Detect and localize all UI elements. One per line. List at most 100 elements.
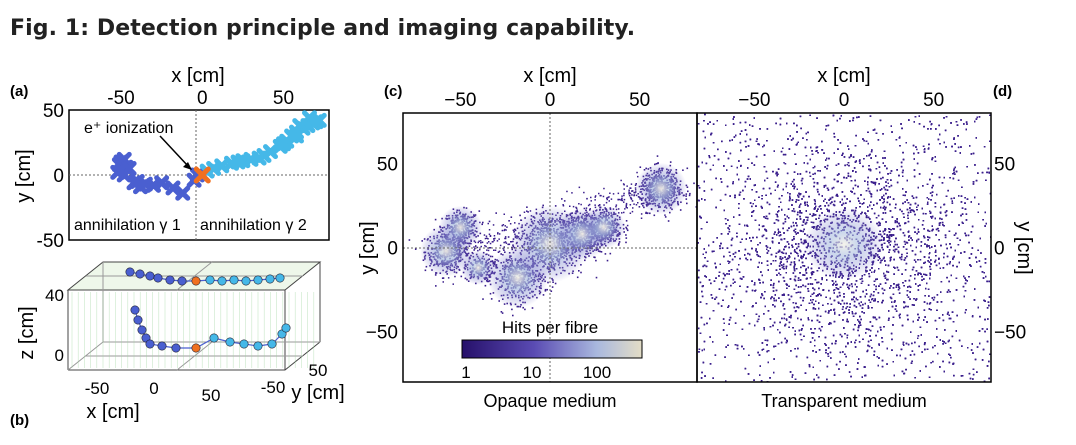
panel-c-hit (488, 229, 491, 231)
panel-c-hit (603, 187, 605, 190)
panel-c-hit (501, 312, 504, 314)
panel-b-hit-marker (229, 275, 239, 285)
panel-c-hit (636, 171, 638, 174)
panel-c-hit (630, 183, 633, 185)
panel-b-ylabel: y [cm] (291, 382, 344, 404)
panel-c-hit (685, 195, 687, 197)
panel-c-xtick: 0 (545, 90, 556, 111)
panel-d-hit (1011, 257, 1013, 259)
panel-b-ztick-40: 40 (45, 286, 64, 305)
panel-c-hit (504, 228, 506, 231)
panel-b-hit-marker (133, 315, 143, 325)
panel-c-hit (618, 242, 620, 245)
panel-c-hit (492, 241, 494, 243)
panel-c-hit (632, 190, 634, 192)
panel-c-hit (510, 241, 512, 243)
panel-c-hit (594, 195, 597, 197)
panel-c-hit (625, 234, 627, 236)
panel-c-hit (562, 205, 565, 207)
panel-d-label: (d) (993, 83, 1012, 100)
panel-c-hit (621, 199, 624, 202)
panel-a-vertex-marker (193, 166, 211, 184)
panel-c-hit (606, 198, 608, 201)
panel-c-hit (625, 237, 628, 239)
panel-c-hit (625, 202, 628, 205)
panel-a-hit-marker (154, 175, 170, 191)
panel-c-hit (527, 211, 529, 213)
panel-c-xtick: 50 (629, 90, 650, 111)
panel-c-hit (478, 210, 481, 212)
panel-c-cluster-glow (461, 250, 496, 285)
panel-c-hit (497, 232, 499, 234)
panel-c-hit (576, 276, 579, 279)
panel-c-hit (621, 212, 623, 214)
panel-c-hit (598, 192, 600, 195)
panel-c-hit (512, 229, 515, 231)
panel-c-hit (562, 204, 564, 206)
panel-b-ztick-0: 0 (55, 346, 64, 365)
panel-c-hit (640, 213, 643, 215)
panel-c-hit (487, 222, 489, 225)
panel-c-hit (578, 270, 580, 272)
panel-c-hit (578, 186, 581, 189)
panel-c-ytick: −50 (366, 323, 398, 344)
panel-c-hit (625, 205, 627, 207)
panel-c-hit (628, 193, 630, 195)
panel-c-ytick: 50 (377, 154, 398, 175)
panel-d-hit (916, 148, 918, 151)
panel-c-hit (503, 213, 505, 215)
panel-c-caption: Opaque medium (483, 391, 616, 411)
panel-b-hit-marker (171, 343, 181, 353)
panel-c-hit (633, 194, 635, 197)
panel-c-hit (507, 236, 510, 238)
panel-c-hit (590, 200, 592, 202)
panel-c-hit (491, 255, 494, 258)
panel-c-hit (595, 276, 598, 279)
panel-c-hit (524, 308, 526, 311)
panel-c-hit (600, 251, 603, 253)
panel-c-hit (580, 271, 582, 274)
panel-c-hit (626, 207, 628, 209)
panel-b-hit-marker (191, 276, 201, 286)
panel-c-hit (638, 206, 641, 208)
panel-b-xlabel: x [cm] (86, 401, 139, 423)
panel-c-hit (531, 307, 534, 309)
panel-b-xtick-0: 0 (149, 379, 158, 398)
panel-c-hit (526, 206, 528, 208)
panel-b-hit-marker (177, 276, 187, 286)
panel-c-hit (490, 298, 493, 300)
panel-c-hit (511, 308, 513, 311)
panel-c-hit (623, 184, 625, 186)
panel-c-hit (626, 227, 628, 230)
ionization-annotation: e⁺ ionization (84, 120, 173, 137)
panel-c-hit (685, 198, 688, 200)
panel-c-hit (667, 220, 670, 222)
panel-b-hit-marker (125, 267, 135, 277)
panel-c-hit (594, 206, 597, 209)
panel-a-hit-marker (165, 180, 181, 196)
panel-a-hit-marker (292, 118, 308, 134)
panel-c-cluster-glow (635, 162, 687, 215)
panel-c-hit (542, 204, 544, 207)
panel-b: (b) z [cm] 40 0 -50 0 50 x [cm] 50 -50 y… (10, 261, 345, 429)
panel-b-hit-marker (281, 323, 291, 333)
panel-c-hit (544, 290, 547, 292)
panel-c-hit (486, 249, 488, 251)
panel-c-hit (646, 212, 649, 215)
panel-c-hit (550, 290, 553, 292)
panel-c-hit (569, 205, 571, 207)
panel-c-hit (621, 197, 623, 200)
panel-c-hit (594, 199, 596, 201)
panel-c-hit (631, 210, 634, 213)
panel-c-hit (505, 229, 507, 231)
panel-c-hit (542, 294, 545, 296)
panel-a-xtick: 50 (273, 88, 294, 109)
panel-c-hit (625, 220, 628, 222)
panel-c-hit (645, 211, 647, 214)
panel-c-hit (599, 204, 601, 206)
panel-c-hit (434, 274, 437, 276)
